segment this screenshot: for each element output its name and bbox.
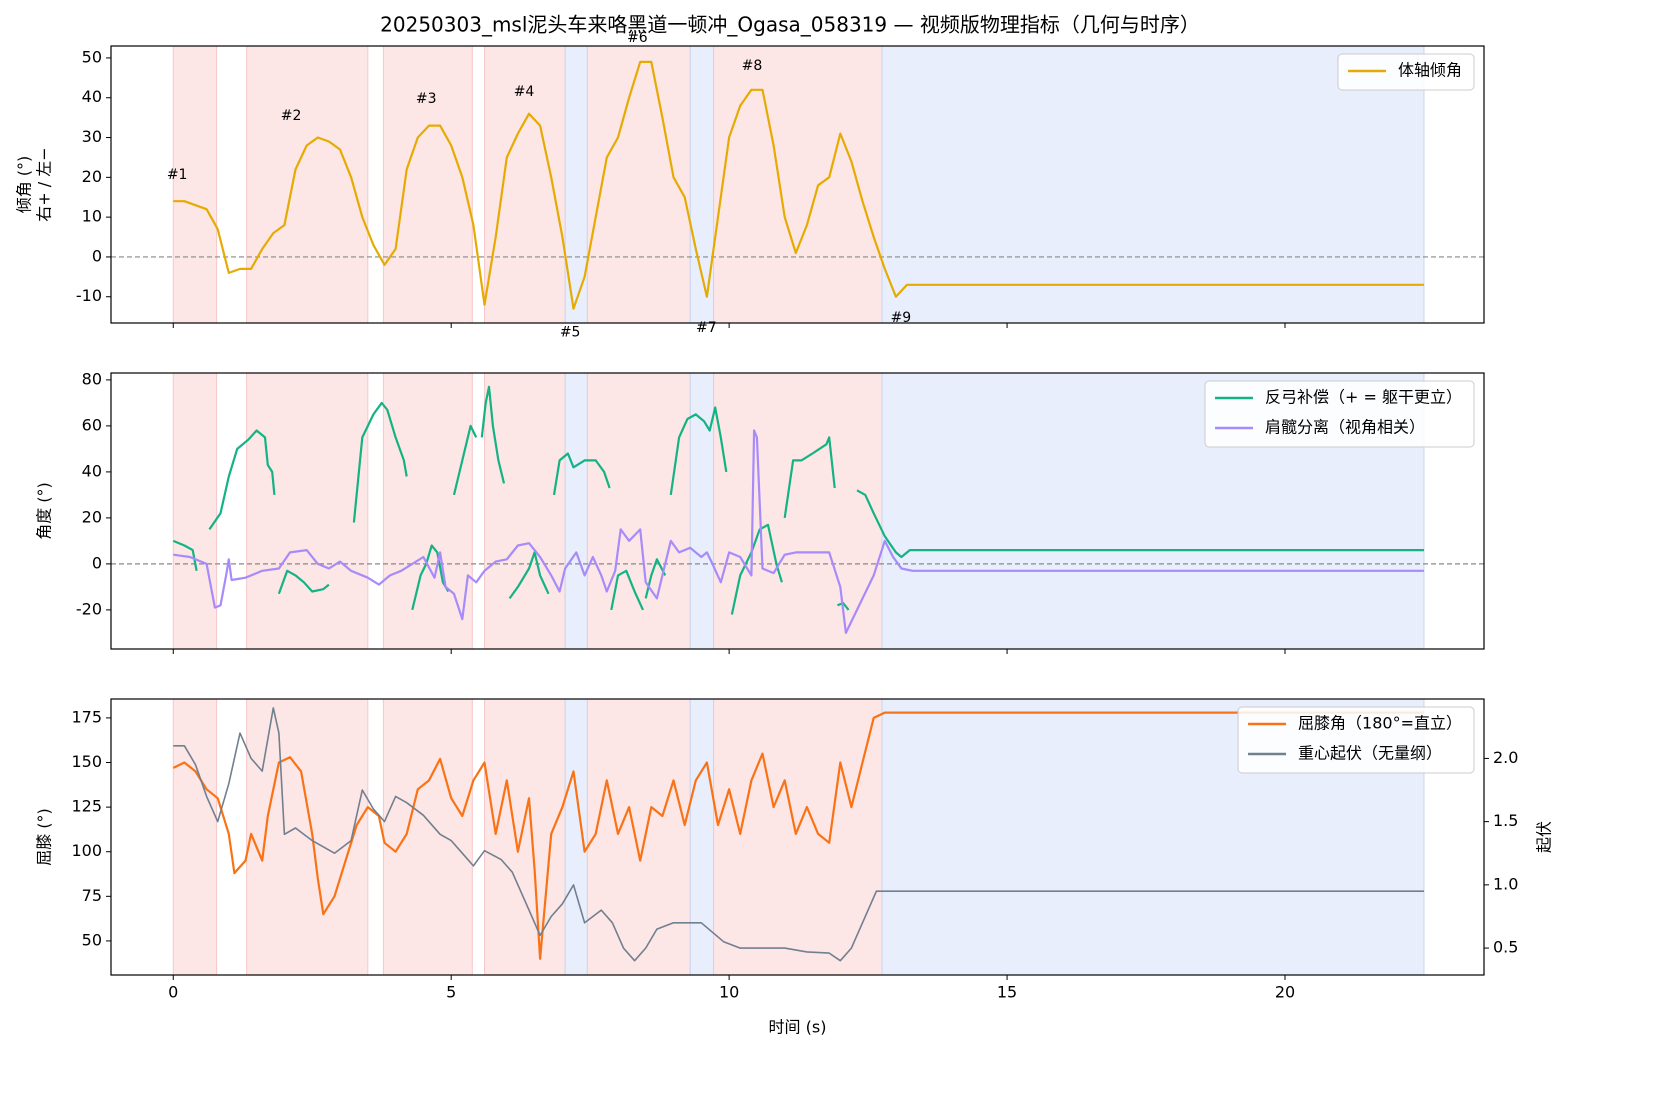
- y-axis-label: 右+ / 左−: [35, 147, 54, 221]
- phase-span: [382, 699, 473, 975]
- annotation: #6: [627, 30, 648, 46]
- y-tick-label: 60: [82, 415, 102, 434]
- axes-frame: [110, 372, 1485, 650]
- phase-span: [689, 699, 715, 975]
- series-line: [173, 707, 1424, 962]
- legend-box: [1337, 53, 1475, 91]
- x-tick-label: 10: [719, 983, 739, 1002]
- y-tick-label: -10: [76, 286, 102, 305]
- y-tick-label: 150: [71, 752, 102, 771]
- y2-tick-label: 1.5: [1493, 811, 1518, 830]
- y-axis-label: 倾角 (°): [15, 156, 34, 214]
- annotation: #9: [891, 310, 912, 326]
- annotation: #3: [416, 91, 437, 107]
- legend: 体轴倾角: [1337, 53, 1475, 91]
- legend-label: 屈膝角（180°=直立）: [1298, 714, 1462, 733]
- x-axis-label: 时间 (s): [769, 1018, 827, 1037]
- phase-span: [564, 699, 588, 975]
- legend-label: 体轴倾角: [1398, 61, 1462, 80]
- annotation: #7: [696, 320, 717, 336]
- legend-label: 反弓补偿（+ = 躯干更立）: [1265, 388, 1462, 407]
- plot-area: [111, 46, 1484, 323]
- x-tick-label: 15: [997, 983, 1017, 1002]
- legend: 反弓补偿（+ = 躯干更立） 肩髋分离（视角相关）: [1204, 380, 1475, 448]
- legend-label: 肩髋分离（视角相关）: [1265, 418, 1425, 437]
- phase-span: [881, 46, 1425, 323]
- y-tick-label: 20: [82, 507, 102, 526]
- legend-label: 重心起伏（无量纲）: [1298, 744, 1442, 763]
- y-tick-label: 50: [82, 47, 102, 66]
- y-tick-label: 40: [82, 87, 102, 106]
- phase-span: [713, 46, 883, 323]
- phase-span: [484, 373, 566, 649]
- chart-title: 20250303_msl泥头车来咯黑道一顿冲_Ogasa_058319 — 视频…: [380, 13, 1200, 37]
- y-tick-label: 30: [82, 127, 102, 146]
- phase-span: [586, 699, 691, 975]
- y-tick-label: 75: [82, 886, 102, 905]
- series-line: [172, 711, 1424, 960]
- y-tick-label: 80: [82, 369, 102, 388]
- y-tick-label: 0: [92, 553, 102, 572]
- annotation: #2: [281, 108, 302, 124]
- annotation: #1: [167, 167, 188, 183]
- y-axis-label: 屈膝 (°): [35, 808, 54, 866]
- phase-span: [564, 373, 588, 649]
- x-tick-label: 0: [168, 983, 178, 1002]
- y2-tick-label: 1.0: [1493, 874, 1518, 893]
- phase-span: [172, 699, 218, 975]
- y-tick-label: 125: [71, 797, 102, 816]
- y-tick-label: 20: [82, 167, 102, 186]
- y-tick-label: -20: [76, 599, 102, 618]
- y-tick-label: 40: [82, 461, 102, 480]
- phase-span: [586, 46, 691, 323]
- phase-span: [586, 373, 691, 649]
- x-tick-label: 20: [1275, 983, 1295, 1002]
- phase-span: [172, 373, 218, 649]
- y2-tick-label: 2.0: [1493, 748, 1518, 767]
- series-line: [173, 60, 1424, 310]
- y2-axis-label: 起伏: [1535, 821, 1554, 853]
- y-tick-label: 50: [82, 930, 102, 949]
- series-line: [173, 429, 1424, 634]
- y-tick-label: 0: [92, 246, 102, 265]
- phase-span: [246, 373, 369, 649]
- phase-span: [713, 699, 883, 975]
- annotation: #4: [514, 84, 535, 100]
- phase-span: [382, 46, 473, 323]
- phase-span: [246, 46, 369, 323]
- legend: 屈膝角（180°=直立） 重心起伏（无量纲）: [1237, 706, 1475, 774]
- annotation: #8: [742, 58, 763, 74]
- axes-frame: [110, 45, 1485, 324]
- y-tick-label: 10: [82, 207, 102, 226]
- y2-tick-label: 0.5: [1493, 938, 1518, 957]
- legend-box: [1237, 706, 1475, 774]
- axes-frame: [110, 698, 1485, 976]
- phase-span: [484, 699, 566, 975]
- annotation: #5: [560, 325, 581, 341]
- legend-box: [1204, 380, 1475, 448]
- plot-area: [172, 699, 1425, 975]
- y-tick-label: 100: [71, 841, 102, 860]
- x-tick-label: 5: [446, 983, 456, 1002]
- y-tick-label: 175: [71, 707, 102, 726]
- phase-span: [172, 46, 218, 323]
- phase-span: [713, 373, 883, 649]
- y-axis-label: 角度 (°): [35, 482, 54, 540]
